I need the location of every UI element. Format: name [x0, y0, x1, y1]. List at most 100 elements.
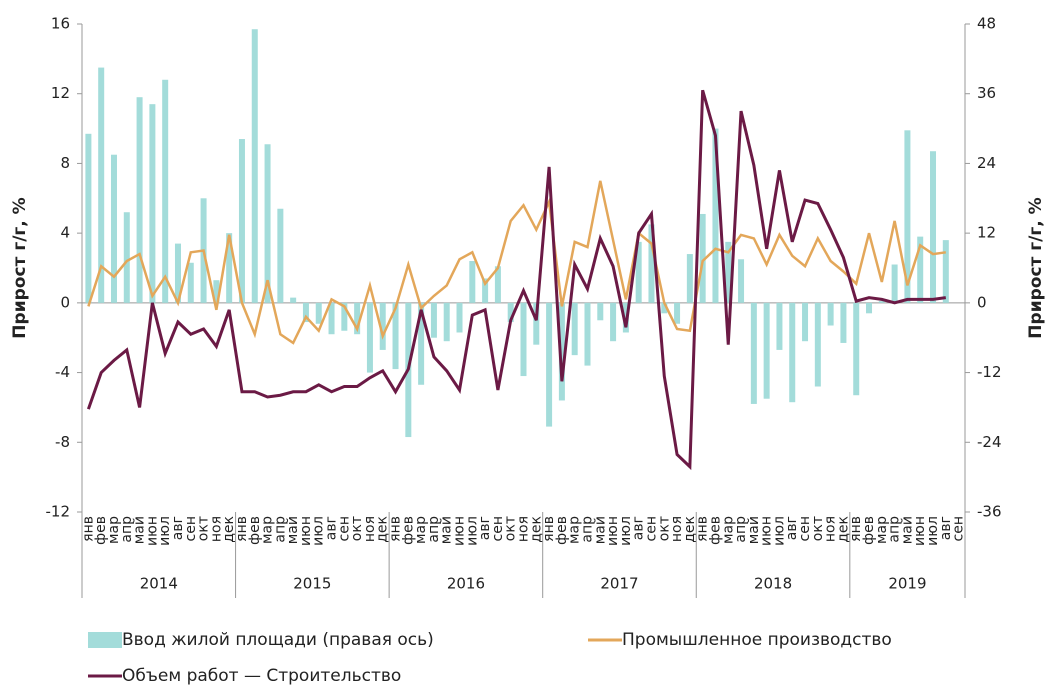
- y2-axis-title: Прирост г/г, %: [1026, 197, 1046, 338]
- x-tick-label: авг: [477, 516, 493, 540]
- bar: [469, 261, 476, 303]
- x-tick-label: янв: [848, 516, 864, 542]
- x-tick-label: июн: [144, 516, 160, 546]
- x-tick-label: июл: [618, 516, 634, 546]
- x-tick-label: май: [899, 516, 915, 544]
- bar: [379, 302, 386, 350]
- legend-swatch: [88, 632, 122, 648]
- x-tick-label: дек: [682, 516, 698, 543]
- legend-label: Ввод жилой площади (правая ось): [122, 630, 434, 650]
- bar: [290, 297, 297, 303]
- x-tick-label: фев: [861, 516, 877, 545]
- x-tick-label: фев: [93, 516, 109, 545]
- x-tick-label: фев: [554, 516, 570, 545]
- x-tick-label: июл: [464, 516, 480, 546]
- bar: [315, 302, 322, 324]
- bar: [392, 302, 399, 370]
- x-tick-label: май: [746, 516, 762, 544]
- x-tick-label: окт: [810, 516, 826, 541]
- y2-tick-label: -36: [977, 503, 1002, 521]
- bar: [174, 243, 181, 303]
- bar: [533, 302, 540, 345]
- bar: [354, 302, 361, 335]
- x-tick-label: мар: [720, 516, 736, 544]
- x-tick-label: апр: [272, 516, 288, 543]
- x-tick-label: ноя: [516, 516, 532, 542]
- x-tick-label: сен: [951, 516, 967, 541]
- bar: [546, 302, 553, 427]
- bar: [98, 67, 105, 303]
- bar: [597, 302, 604, 321]
- bar: [366, 302, 373, 373]
- bar: [277, 208, 284, 303]
- bar: [162, 79, 169, 303]
- x-tick-label: апр: [733, 516, 749, 543]
- x-tick-label: апр: [579, 516, 595, 543]
- bar: [558, 302, 565, 401]
- x-tick-label: дек: [528, 516, 544, 543]
- bar: [789, 302, 796, 403]
- x-tick-label: июн: [912, 516, 928, 546]
- x-tick-label: июл: [311, 516, 327, 546]
- bar: [341, 302, 348, 331]
- y-tick-label: 8: [60, 154, 70, 172]
- x-tick-label: ноя: [669, 516, 685, 542]
- x-tick-label: окт: [503, 516, 519, 541]
- bar: [930, 151, 937, 303]
- x-tick-label: мар: [413, 516, 429, 544]
- bar: [674, 302, 681, 324]
- bar: [763, 302, 770, 399]
- x-tick-label: июн: [298, 516, 314, 546]
- legend-label: Объем работ — Строительство: [122, 666, 401, 686]
- x-tick-label: сен: [490, 516, 506, 541]
- x-tick-label: июн: [452, 516, 468, 546]
- x-tick-label: сен: [797, 516, 813, 541]
- bar: [904, 130, 911, 303]
- y-tick-label: 4: [60, 224, 70, 242]
- x-tick-label: май: [285, 516, 301, 544]
- bar: [110, 154, 117, 303]
- year-label: 2019: [888, 575, 926, 593]
- bar: [750, 302, 757, 404]
- bar: [942, 240, 949, 303]
- y2-tick-label: 48: [977, 15, 996, 33]
- bar: [494, 266, 501, 303]
- x-tick-label: июл: [925, 516, 941, 546]
- bar: [264, 144, 271, 303]
- x-tick-label: дек: [835, 516, 851, 543]
- y-tick-label: 12: [51, 84, 70, 102]
- x-tick-label: дек: [221, 516, 237, 543]
- x-tick-label: мар: [106, 516, 122, 544]
- bar: [482, 278, 489, 303]
- x-tick-label: авг: [784, 516, 800, 540]
- x-tick-label: фев: [247, 516, 263, 545]
- x-tick-label: мар: [874, 516, 890, 544]
- bar: [635, 241, 642, 303]
- y2-tick-label: -12: [977, 363, 1002, 381]
- y-tick-label: 0: [60, 293, 70, 311]
- line: [87, 180, 946, 345]
- bar: [610, 302, 617, 342]
- bar: [878, 301, 885, 303]
- bar: [725, 241, 732, 303]
- bar: [917, 236, 924, 303]
- bar: [827, 302, 834, 326]
- bar: [648, 224, 655, 303]
- x-tick-label: сен: [336, 516, 352, 541]
- x-tick-label: янв: [234, 516, 250, 542]
- x-tick-label: апр: [887, 516, 903, 543]
- bar: [418, 302, 425, 385]
- x-tick-label: янв: [541, 516, 557, 542]
- y2-tick-label: 36: [977, 84, 996, 102]
- bar: [85, 133, 92, 303]
- x-tick-label: фев: [707, 516, 723, 545]
- x-tick-label: мар: [567, 516, 583, 544]
- bar: [456, 302, 463, 333]
- x-tick-label: мар: [260, 516, 276, 544]
- year-label: 2017: [600, 575, 638, 593]
- bar: [123, 212, 130, 303]
- bar: [302, 302, 309, 323]
- x-tick-label: июл: [771, 516, 787, 546]
- bar: [136, 97, 143, 303]
